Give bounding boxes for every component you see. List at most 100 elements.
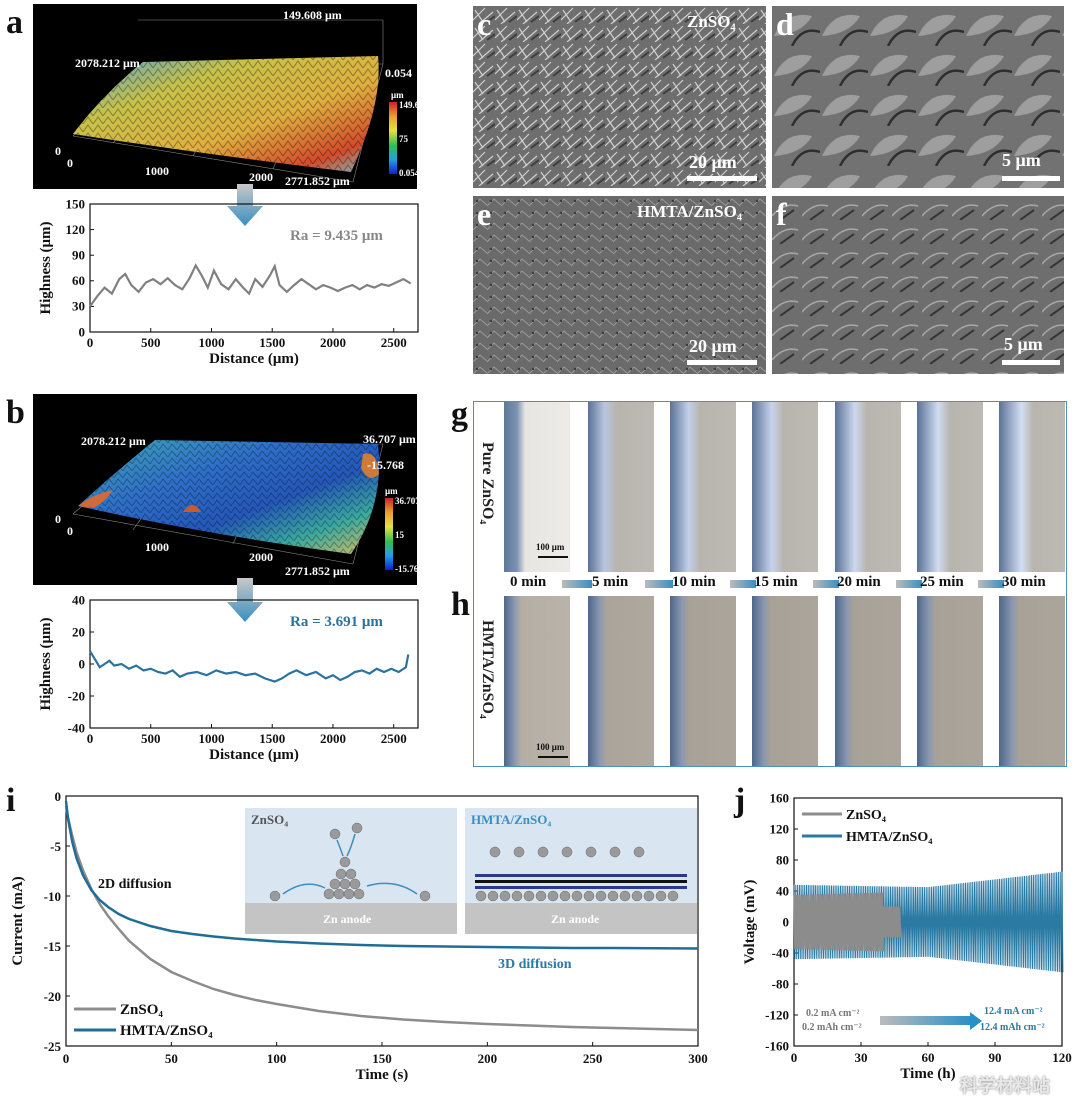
sem-scale-c: 20 μm	[689, 152, 737, 172]
optical-strip	[917, 402, 983, 572]
current-line-0	[64, 805, 699, 1032]
sem-label-e: e	[477, 196, 492, 232]
y-tick-label: 150	[66, 196, 86, 211]
x-tick-label: 2500	[381, 335, 407, 350]
x-tick-label: 1000	[198, 335, 224, 350]
colorbar-a	[389, 102, 397, 174]
legend-label-0: ZnSO₄	[120, 1002, 163, 1018]
y-tick-label: -5	[50, 839, 61, 854]
y-tick-label: -80	[772, 977, 789, 992]
y-axis-label: Voltage (mV)	[742, 880, 758, 965]
x-tick-label: 50	[165, 1051, 178, 1066]
y-tick-label: 60	[72, 273, 85, 288]
scale-bar	[538, 756, 568, 758]
sem-texture	[772, 196, 1064, 374]
sem-label-c: c	[477, 6, 492, 42]
current-line-1	[64, 800, 699, 950]
x-tick-label: 100	[267, 1051, 287, 1066]
x-tick-label: 60	[922, 1050, 935, 1065]
sem-image-f: f 5 μm	[772, 196, 1064, 374]
inset-left-anode: Zn anode	[323, 912, 372, 926]
plot-frame	[89, 203, 419, 333]
map-b-cb-min: -15.768	[395, 564, 417, 574]
y-tick-label: 0	[55, 789, 62, 804]
scale-bar	[687, 360, 757, 365]
optical-row-g: 100 μm	[504, 402, 1066, 572]
panel-label-b: b	[6, 394, 25, 431]
side-label-h: HMTA/ZnSO₄	[479, 620, 496, 719]
x-tick-label: 120	[1052, 1050, 1072, 1065]
inset-right-title: HMTA/ZnSO₄	[471, 812, 552, 827]
x-tick-label: 0	[791, 1050, 798, 1065]
x-tick-label: 1000	[198, 731, 224, 746]
y-tick-label: 0	[783, 915, 790, 930]
current-chart-i: 0 50 100 150 200 250 300 -25 -20 -15 -10 -5 0 Time (s…	[10, 789, 708, 1083]
map-b-tick-0b: 0	[67, 524, 73, 538]
sem-scale-f: 5 μm	[1004, 334, 1043, 354]
cond-left-2: 0.2 mAh cm⁻²	[802, 1022, 862, 1033]
y-tick-label: 90	[72, 248, 85, 263]
time-label-0: 0 min	[510, 574, 547, 590]
map-b-tick-0: 0	[55, 512, 61, 526]
annotation-2d: 2D diffusion	[98, 877, 172, 892]
map-a-cb-mid: 75	[399, 134, 408, 144]
y-tick-label: -20	[44, 989, 61, 1004]
y-tick-label: 0	[79, 324, 86, 339]
map-a-cb-unit: μm	[391, 90, 404, 100]
sem-texture	[772, 6, 1064, 188]
x-axis-label: Time (s)	[356, 1067, 409, 1083]
map-a-cb-min: 0.054	[399, 168, 417, 178]
panel-label-a: a	[6, 4, 23, 41]
arrow-right-icon	[880, 1016, 972, 1025]
hmta-layer-icon	[465, 846, 697, 934]
optical-strip	[588, 402, 654, 572]
y-tick-label: 30	[72, 299, 85, 314]
optical-strip	[670, 596, 736, 766]
watermark: 科学材料站	[960, 1076, 1050, 1096]
x-tick-label: 1500	[259, 335, 285, 350]
x-tick-label: 0	[63, 1051, 70, 1066]
x-tick-label: 1500	[259, 731, 285, 746]
x-axis-label: Distance (μm)	[209, 351, 299, 367]
arrow-head-icon	[970, 1012, 982, 1030]
inset-left-title: ZnSO₄	[251, 812, 289, 827]
profile-chart-a: 0 500 1000 1500 2000 2500 0 30 60 90 120 150 Distanc…	[38, 196, 419, 367]
optical-row-h: 100 μm	[504, 596, 1066, 766]
y-axis-label: Current (mA)	[10, 876, 26, 965]
surface-map-b: 2078.212 μm 36.707 μm -15.768 2771.852 μ…	[33, 394, 417, 585]
arrow-right-icon	[645, 580, 673, 588]
y-tick-label: -120	[765, 1008, 789, 1023]
x-tick-label: 2000	[320, 335, 346, 350]
sem-image-d: d 5 μm	[772, 6, 1064, 188]
map-a-xmax: 2771.852 μm	[285, 174, 350, 188]
map-b-cb-max: 36.707	[395, 496, 417, 506]
sem-image-c: c ZnSO₄ 20 μm	[473, 6, 766, 188]
x-axis-label: Time (h)	[900, 1066, 955, 1082]
x-tick-label: 300	[688, 1051, 708, 1066]
y-tick-label: 120	[66, 222, 86, 237]
y-tick-label: 120	[770, 822, 790, 837]
map-a-zmax: 149.608 μm	[283, 8, 342, 22]
optical-frame: Pure ZnSO₄ HMTA/ZnSO₄ 100 μm 0 min 5 min…	[473, 401, 1067, 767]
scale-bar	[538, 556, 568, 558]
map-a-tick-0b: 0	[67, 156, 73, 170]
sem-scale-e: 20 μm	[689, 336, 737, 356]
map-b-zmax: 36.707 μm	[363, 432, 416, 446]
y-axis-label: Highness (μm)	[38, 617, 54, 710]
annotation-3d: 3D diffusion	[498, 957, 572, 972]
cond-right-2: 12.4 mAh cm⁻²	[980, 1022, 1045, 1033]
optical-strip	[504, 596, 570, 766]
legend-label-j-1: HMTA/ZnSO₄	[846, 830, 933, 845]
arrow-down-icon	[227, 184, 263, 226]
optical-strip	[999, 402, 1065, 572]
x-tick-label: 2500	[381, 731, 407, 746]
x-tick-label: 90	[989, 1050, 1002, 1065]
panel-label-h: h	[451, 586, 470, 623]
optical-scale-g: 100 μm	[536, 542, 565, 552]
zinc-deposition-icon	[245, 822, 457, 934]
map-a-tick-2000: 2000	[249, 170, 273, 184]
side-label-g: Pure ZnSO₄	[479, 442, 496, 525]
inset-right-anode: Zn anode	[551, 912, 600, 926]
x-tick-label: 0	[87, 335, 94, 350]
map-b-tick-2000: 2000	[249, 550, 273, 564]
